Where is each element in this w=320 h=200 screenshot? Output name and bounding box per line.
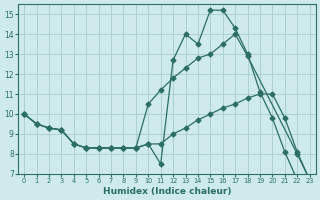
X-axis label: Humidex (Indice chaleur): Humidex (Indice chaleur) <box>103 187 231 196</box>
